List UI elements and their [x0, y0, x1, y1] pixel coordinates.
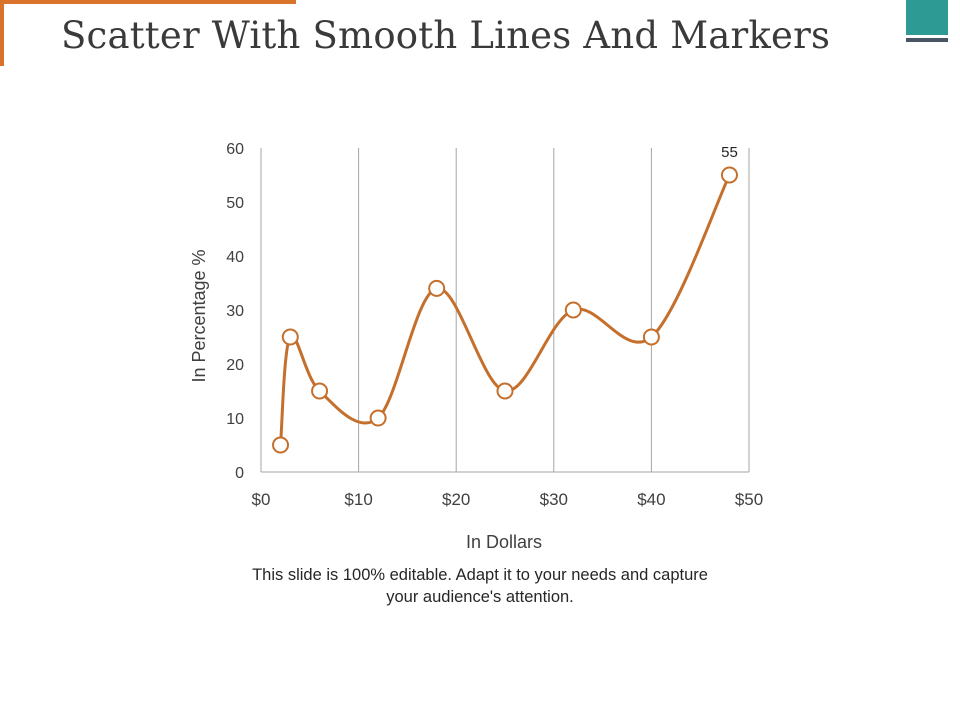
y-tick-label: 30: [226, 303, 244, 320]
x-tick-label: $40: [637, 490, 665, 509]
series-line: [279, 174, 731, 446]
y-tick-label: 0: [235, 465, 244, 482]
y-tick-label: 50: [226, 195, 244, 212]
slide-caption: This slide is 100% editable. Adapt it to…: [180, 564, 780, 608]
data-point: [369, 409, 387, 427]
data-point: [281, 328, 299, 346]
y-axis-title: In Percentage %: [189, 249, 209, 382]
data-point: [564, 301, 582, 319]
y-tick-label: 60: [226, 141, 244, 158]
data-point: [642, 328, 660, 346]
data-point: [311, 382, 329, 400]
x-tick-label: $0: [252, 490, 271, 509]
accent-bar-left: [0, 0, 4, 66]
x-tick-label: $30: [540, 490, 568, 509]
accent-bar-top: [0, 0, 296, 4]
caption-line-1: This slide is 100% editable. Adapt it to…: [252, 566, 708, 584]
x-tick-label: $10: [344, 490, 372, 509]
caption-line-2: your audience's attention.: [386, 588, 574, 606]
y-tick-label: 20: [226, 357, 244, 374]
data-point: [496, 382, 514, 400]
corner-bar: [906, 38, 948, 42]
data-label: 55: [721, 144, 738, 161]
data-point: [272, 436, 290, 454]
data-point: [720, 166, 738, 184]
corner-square: [906, 0, 948, 35]
data-point: [428, 279, 446, 297]
slide-title: Scatter With Smooth Lines And Markers: [61, 14, 831, 57]
y-tick-label: 10: [226, 411, 244, 428]
x-tick-label: $50: [735, 490, 763, 509]
y-tick-label: 40: [226, 249, 244, 266]
x-tick-label: $20: [442, 490, 470, 509]
x-axis-title: In Dollars: [466, 532, 542, 552]
